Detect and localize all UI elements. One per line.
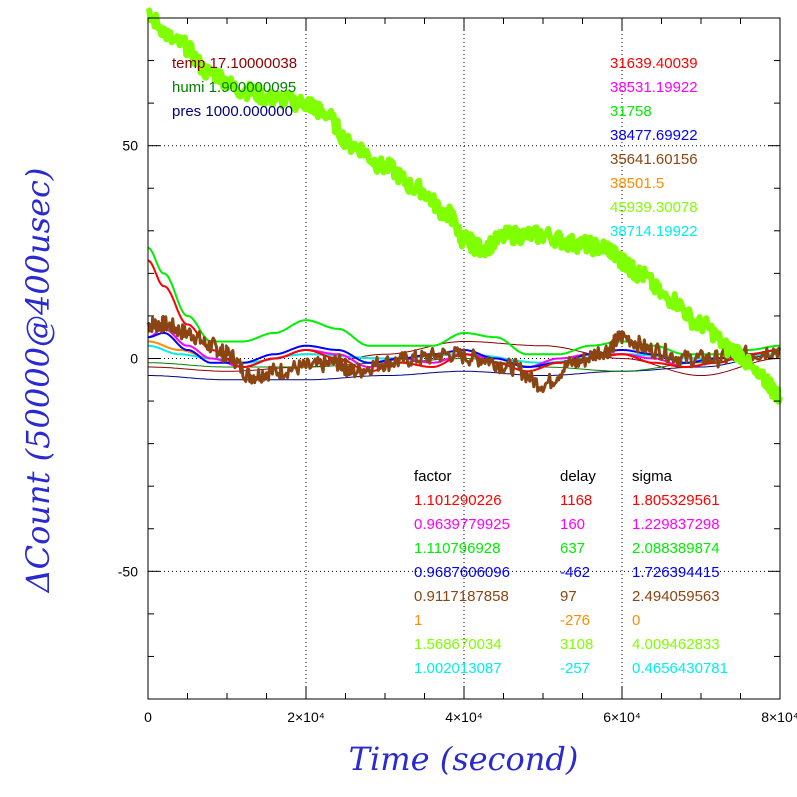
stats-factor-2: 1.110796928 bbox=[414, 540, 500, 557]
stats-sigma-5: 0 bbox=[632, 612, 640, 629]
series-base-0: 31639.40039 bbox=[610, 55, 698, 72]
stats-delay-4: 97 bbox=[560, 588, 577, 605]
extra-line-1 bbox=[148, 341, 781, 376]
x-axis-title: Time (second) bbox=[348, 740, 579, 778]
y-axis-title: ΔCount (50000@400usec) bbox=[19, 167, 57, 593]
y-tick-label-0: -50 bbox=[118, 563, 138, 579]
series-base-7: 38714.19922 bbox=[610, 223, 698, 240]
stats-delay-0: 1168 bbox=[560, 492, 592, 509]
series-base-4: 35641.60156 bbox=[610, 151, 698, 168]
series-baselines: 31639.40039 38531.19922 31758 38477.69922 35… bbox=[610, 55, 698, 240]
x-tick-label-4: 8×10⁴ bbox=[761, 709, 797, 725]
x-tick-label-2: 4×10⁴ bbox=[445, 709, 483, 725]
stats-sigma-2: 2.088389874 bbox=[632, 540, 720, 557]
stats-factor-1: 0.9639779925 bbox=[414, 516, 510, 533]
series-base-5: 38501.5 bbox=[610, 175, 664, 192]
series-line-2 bbox=[147, 246, 780, 356]
y-tick-label-2: 50 bbox=[122, 138, 138, 154]
stats-delay-1: 160 bbox=[560, 516, 585, 533]
axis-ticks bbox=[147, 17, 781, 700]
stats-factor-6: 1.568670034 bbox=[414, 636, 502, 653]
env-line-1: humi 1.900000095 bbox=[172, 79, 296, 96]
stats-table: factor delay sigma 1.101290226 1168 1.8053295… bbox=[414, 468, 728, 677]
stats-delay-2: 637 bbox=[560, 540, 585, 557]
stats-sigma-1: 1.229837298 bbox=[632, 516, 720, 533]
stats-delay-5: -276 bbox=[560, 612, 590, 629]
x-tick-label-3: 6×10⁴ bbox=[603, 709, 641, 725]
stats-sigma-6: 4.009462833 bbox=[632, 636, 720, 653]
series-base-6: 45939.30078 bbox=[610, 199, 698, 216]
stats-header-0: factor bbox=[414, 468, 452, 485]
stats-header-2: sigma bbox=[632, 468, 673, 485]
env-line-0: temp 17.10000038 bbox=[172, 55, 297, 72]
series-base-1: 38531.19922 bbox=[610, 79, 698, 96]
stats-factor-4: 0.9117187858 bbox=[414, 588, 509, 605]
stats-delay-3: -462 bbox=[560, 564, 590, 581]
x-tick-label-1: 2×10⁴ bbox=[287, 709, 325, 725]
stats-sigma-0: 1.805329561 bbox=[632, 492, 720, 509]
series-base-3: 38477.69922 bbox=[610, 127, 698, 144]
stats-factor-0: 1.101290226 bbox=[414, 492, 502, 509]
stats-delay-7: -257 bbox=[560, 660, 590, 677]
stats-factor-5: 1 bbox=[414, 612, 422, 629]
stats-sigma-3: 1.726394415 bbox=[632, 564, 720, 581]
series-base-2: 31758 bbox=[610, 103, 652, 120]
stats-sigma-7: 0.4656430781 bbox=[632, 660, 728, 677]
y-tick-label-1: 0 bbox=[130, 351, 138, 367]
series-line-4 bbox=[146, 315, 782, 394]
stats-sigma-4: 2.494059563 bbox=[632, 588, 720, 605]
stats-delay-6: 3108 bbox=[560, 636, 593, 653]
series-lines bbox=[145, 7, 783, 405]
stats-factor-7: 1.002013087 bbox=[414, 660, 502, 677]
env-line-2: pres 1000.000000 bbox=[172, 103, 293, 120]
tick-labels: 0 2×10⁴ 4×10⁴ 6×10⁴ 8×10⁴ -50 0 50 bbox=[118, 138, 797, 725]
series-line-6 bbox=[145, 7, 783, 405]
stats-factor-3: 0.9687606096 bbox=[414, 564, 510, 581]
stats-header-1: delay bbox=[560, 468, 596, 485]
x-tick-label-0: 0 bbox=[144, 709, 152, 725]
env-readout: temp 17.10000038 humi 1.900000095 pres 100… bbox=[172, 55, 297, 120]
